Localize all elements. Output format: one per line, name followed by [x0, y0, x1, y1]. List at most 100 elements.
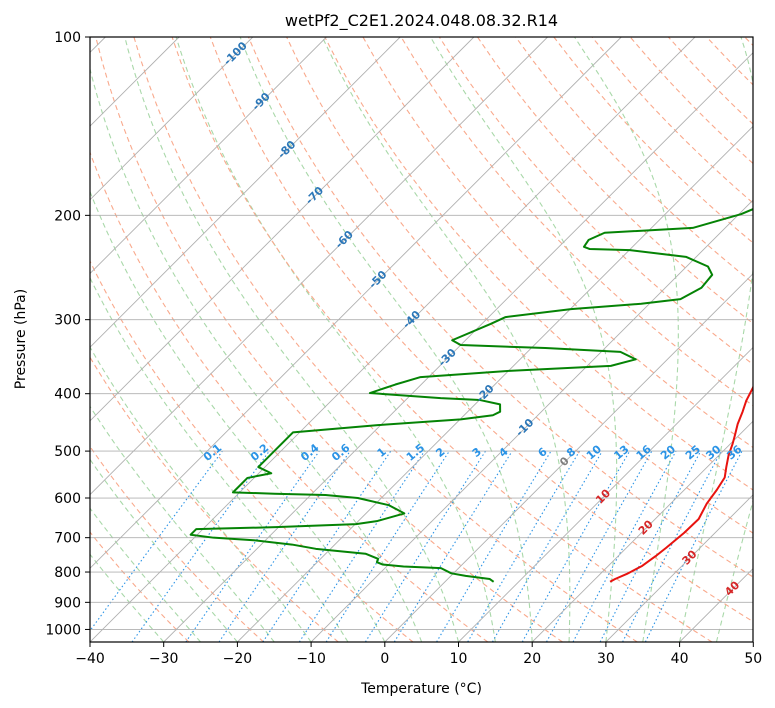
x-tick-label: −10	[296, 651, 326, 667]
mixing-ratio-label: 6	[535, 445, 549, 460]
plot-background-lines	[90, 37, 753, 642]
isotherm-line	[90, 37, 254, 201]
dry-adiabat	[133, 37, 638, 642]
dry-adiabat	[90, 259, 414, 642]
y-tick-label: 500	[54, 444, 81, 460]
isotherm-line	[90, 37, 622, 569]
y-tick-label: 300	[54, 313, 81, 329]
moist-adiabat	[715, 498, 753, 642]
isotherm-line	[237, 125, 753, 642]
isotherm-label: -60	[333, 228, 356, 251]
dry-adiabat	[90, 356, 339, 642]
dry-adiabat	[477, 37, 753, 325]
isotherm-label: -100	[221, 39, 250, 68]
isotherm-line	[752, 641, 753, 642]
y-axis: 100 200 300 400 500 600 700 800 900 1000	[45, 30, 90, 638]
dry-adiabat	[744, 37, 753, 47]
dry-adiabat	[706, 37, 753, 86]
y-tick-label: 400	[54, 387, 81, 403]
x-tick-label: 50	[744, 651, 762, 667]
x-axis: −40 −30 −20 −10 0 10 20 30 40 50	[75, 642, 762, 667]
mixing-ratio-line	[185, 450, 320, 642]
isotherm-label: -80	[275, 138, 298, 161]
y-tick-label: 700	[54, 531, 81, 547]
mixing-ratio-line	[131, 450, 270, 642]
x-tick-label: −20	[223, 651, 253, 667]
mixing-ratio-label: 0.2	[248, 441, 271, 463]
y-tick-label: 800	[54, 565, 81, 581]
mixing-ratio-label: 20	[658, 442, 678, 462]
dry-adiabat	[90, 150, 489, 642]
isotherm-line	[605, 494, 753, 642]
isotherm-line	[531, 420, 753, 642]
moist-adiabat	[175, 37, 496, 642]
moist-adiabat	[679, 37, 753, 642]
dry-adiabat	[438, 37, 753, 365]
temperature-profile	[609, 385, 753, 583]
dry-adiabat	[90, 445, 264, 642]
isotherm-line	[458, 346, 753, 642]
mixing-ratio-line	[298, 450, 425, 642]
isotherm-label: 10	[593, 486, 613, 506]
isotherm-line	[90, 37, 475, 422]
mixing-ratio-line	[521, 450, 631, 642]
dry-adiabat	[95, 37, 563, 642]
moist-adiabat	[429, 37, 618, 642]
mixing-ratio-label: 1.5	[404, 441, 427, 463]
y-tick-label: 600	[54, 491, 81, 507]
y-tick-label: 900	[54, 595, 81, 611]
dry-adiabat	[667, 37, 753, 125]
x-tick-label: 40	[671, 651, 689, 667]
mixing-ratio-label: 0.4	[298, 441, 322, 464]
mixing-ratio-label: 2	[433, 445, 447, 460]
mixing-ratio-label: 0.1	[201, 441, 224, 463]
moist-adiabat	[321, 37, 571, 642]
moist-adiabat	[90, 346, 312, 642]
mixing-ratio-label: 1	[375, 445, 389, 460]
mixing-ratio-label: 0.6	[329, 441, 353, 464]
mixing-ratio-line	[325, 450, 450, 642]
isotherm-line	[90, 37, 327, 275]
mixing-ratio-label: 8	[564, 445, 578, 460]
moist-adiabat	[90, 458, 238, 642]
chart-title: wetPf2_C2E1.2024.048.08.32.R14	[285, 11, 558, 31]
dry-adiabat	[247, 37, 753, 578]
moist-adiabat	[574, 37, 679, 642]
isotherm-line	[90, 37, 401, 348]
y-tick-label: 1000	[45, 622, 81, 638]
isotherm-label: 40	[722, 578, 742, 598]
isotherm-line	[384, 273, 753, 642]
mixing-ratio-label: 13	[611, 443, 631, 463]
mixing-ratio-label: 3	[470, 445, 484, 460]
isotherm-label: 30	[680, 547, 700, 567]
isotherm-label: -20	[473, 382, 496, 405]
mixing-ratio-label: 16	[634, 442, 654, 462]
y-tick-label: 200	[54, 208, 81, 224]
isotherm-label: -10	[513, 416, 536, 439]
moist-adiabat	[90, 276, 349, 642]
x-tick-label: 20	[523, 651, 541, 667]
dry-adiabat	[362, 37, 753, 449]
x-tick-label: −40	[75, 651, 105, 667]
plot-frame	[89, 36, 754, 643]
isotherm-label: -30	[436, 346, 459, 369]
moist-adiabat	[90, 405, 275, 642]
moist-adiabat	[90, 190, 386, 642]
dry-adiabat	[591, 37, 753, 204]
mixing-ratio-label: 4	[496, 445, 510, 460]
dry-adiabat	[209, 37, 753, 623]
moist-adiabat	[239, 37, 533, 642]
x-tick-label: 0	[380, 651, 389, 667]
y-axis-title: Pressure (hPa)	[13, 289, 29, 389]
isotherm-label: -90	[250, 90, 273, 113]
moist-adiabat	[124, 37, 460, 642]
isotherm-line	[90, 37, 696, 642]
isotherm-line	[163, 52, 753, 642]
mixing-ratio-line	[218, 450, 351, 642]
isotherm-label: -70	[303, 184, 326, 207]
mixing-ratio-line	[546, 450, 653, 642]
y-tick-label: 100	[54, 30, 81, 46]
mixing-ratio-line	[393, 450, 513, 642]
x-axis-title: Temperature (°C)	[360, 681, 482, 697]
